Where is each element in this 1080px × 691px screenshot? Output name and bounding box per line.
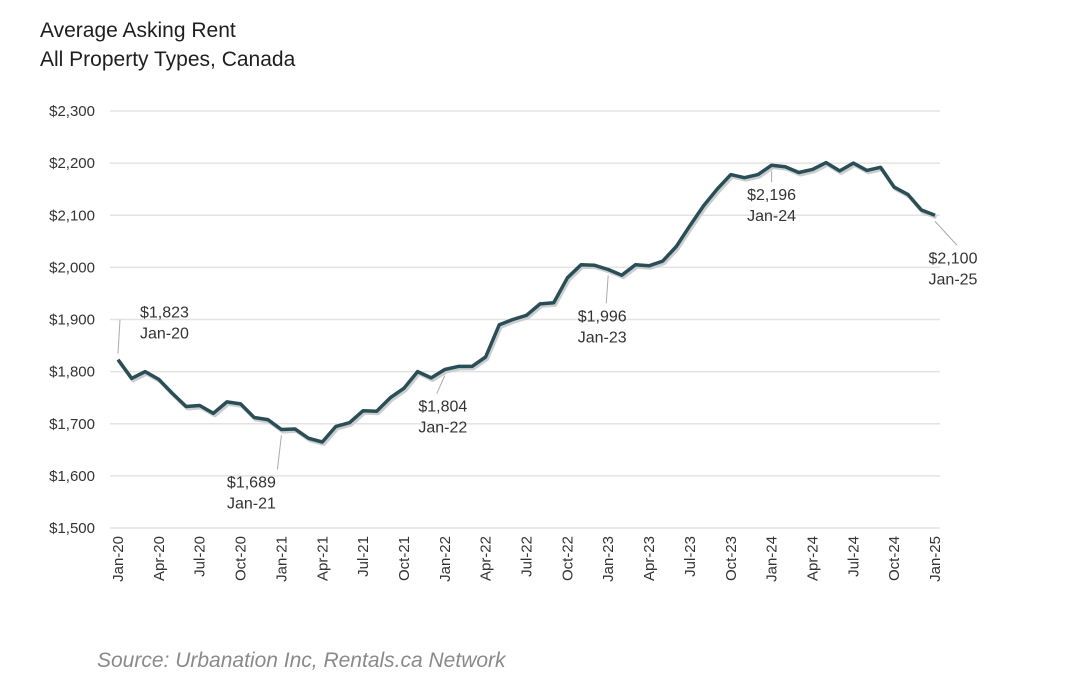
x-tick-label: Apr-20 [151,536,168,581]
annotation-leader [117,319,121,354]
y-tick-label: $1,900 [49,312,95,329]
annotation-label: Jan-23 [578,329,627,346]
x-tick-label: Jan-21 [273,536,290,582]
chart-title-main: Average Asking Rent [40,19,236,42]
annotation-value: $1,689 [227,474,276,491]
annotation-leader [605,275,609,304]
x-tick-label: Apr-23 [641,536,658,581]
y-tick-label: $1,800 [49,364,95,381]
annotation-label: Jan-24 [747,208,796,225]
y-tick-label: $2,300 [49,103,95,120]
x-tick-label: Jul-22 [519,536,536,577]
annotation-label: Jan-25 [929,271,978,288]
line-shadow [117,162,938,446]
y-tick-label: $1,700 [49,416,95,433]
y-tick-label: $1,500 [49,520,95,537]
x-tick-label: Apr-24 [804,536,821,581]
annotation-label: Jan-21 [227,495,276,512]
annotation-value: $1,823 [140,305,189,322]
x-tick-label: Jan-23 [600,536,617,582]
y-tick-label: $2,200 [49,155,95,172]
annotation-leader [276,435,282,470]
y-tick-label: $1,600 [49,468,95,485]
chart-subtitle: All Property Types, Canada [40,48,296,71]
x-tick-label: Oct-21 [396,536,413,581]
x-tick-label: Jan-25 [927,536,944,582]
x-tick-label: Jul-23 [682,536,699,577]
source-note: Source: Urbanation Inc, Rentals.ca Netwo… [97,649,506,672]
x-tick-label: Jul-20 [192,536,209,577]
x-tick-label: Oct-22 [559,536,576,581]
x-tick-label: Jul-24 [845,536,862,577]
x-tick-label: Jan-24 [764,536,781,582]
x-tick-label: Oct-20 [233,536,250,581]
annotation-label: Jan-22 [418,420,467,437]
annotation-leader [436,375,446,394]
annotation-value: $1,996 [578,308,627,325]
x-tick-label: Jan-22 [437,536,454,582]
annotation-leader [934,220,958,246]
annotation-value: $2,196 [747,187,796,204]
chart-title: Average Asking Rent All Property Types, … [40,16,295,74]
x-tick-label: Jan-20 [110,536,127,582]
annotation-value: $1,804 [418,399,467,416]
series-line [116,160,936,444]
annotation-label: Jan-20 [140,326,189,343]
x-tick-label: Oct-24 [886,536,903,581]
y-tick-label: $2,100 [49,207,95,224]
annotation-value: $2,100 [929,250,978,267]
y-tick-label: $2,000 [49,259,95,276]
x-tick-label: Apr-21 [314,536,331,581]
x-tick-label: Jul-21 [355,536,372,577]
x-tick-label: Oct-23 [723,536,740,581]
x-tick-label: Apr-22 [478,536,495,581]
